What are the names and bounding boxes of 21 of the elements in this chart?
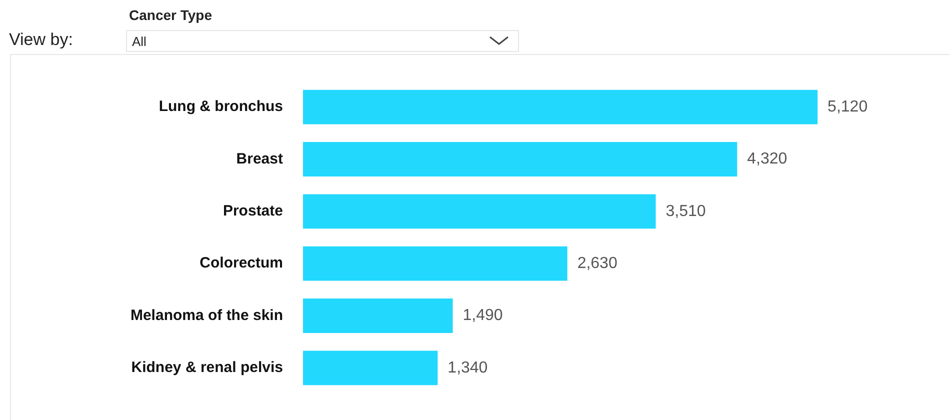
data-label: 4,320 <box>747 150 788 168</box>
data-label: 3,510 <box>666 202 706 220</box>
bar <box>303 194 656 229</box>
bar <box>303 90 818 124</box>
y-tick-label: Lung & bronchus <box>158 98 283 116</box>
y-tick-label: Melanoma of the skin <box>130 306 283 324</box>
data-label: 1,490 <box>462 307 503 324</box>
y-tick-label: Breast <box>236 150 283 168</box>
text: Cancer Type <box>129 7 212 23</box>
bar <box>303 142 738 176</box>
data-label: 2,630 <box>577 254 618 272</box>
y-tick-label: Prostate <box>222 202 283 220</box>
bar <box>303 298 453 333</box>
dropdown-field: All <box>126 30 519 52</box>
data-label: 5,120 <box>828 98 868 116</box>
y-tick-label: Kidney & renal pelvis <box>131 359 283 376</box>
y-tick-label: Colorectum <box>200 254 283 272</box>
data-label: 1,340 <box>448 359 488 376</box>
text: View by: <box>9 30 73 50</box>
bar <box>303 246 568 281</box>
bar <box>303 350 438 386</box>
